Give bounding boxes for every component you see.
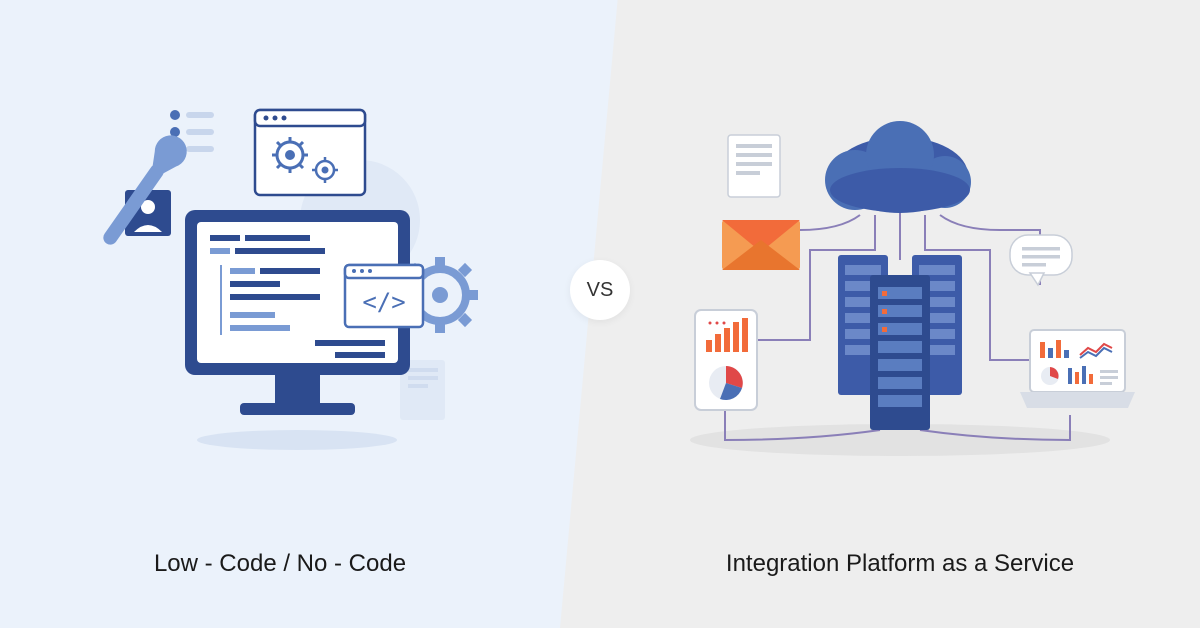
envelope-icon xyxy=(722,220,800,270)
left-caption: Low - Code / No - Code xyxy=(0,550,560,578)
right-caption: Integration Platform as a Service xyxy=(600,550,1200,578)
servers-icon xyxy=(838,255,962,430)
analytics-device-icon xyxy=(695,310,757,410)
cloud-icon xyxy=(825,121,971,213)
vs-badge: VS xyxy=(570,260,630,320)
chat-icon xyxy=(1010,235,1072,285)
laptop-icon xyxy=(1020,330,1135,408)
svg-text:</>: </> xyxy=(362,288,405,316)
ipaas-illustration xyxy=(660,100,1140,480)
lowcode-illustration: </> xyxy=(100,80,500,480)
